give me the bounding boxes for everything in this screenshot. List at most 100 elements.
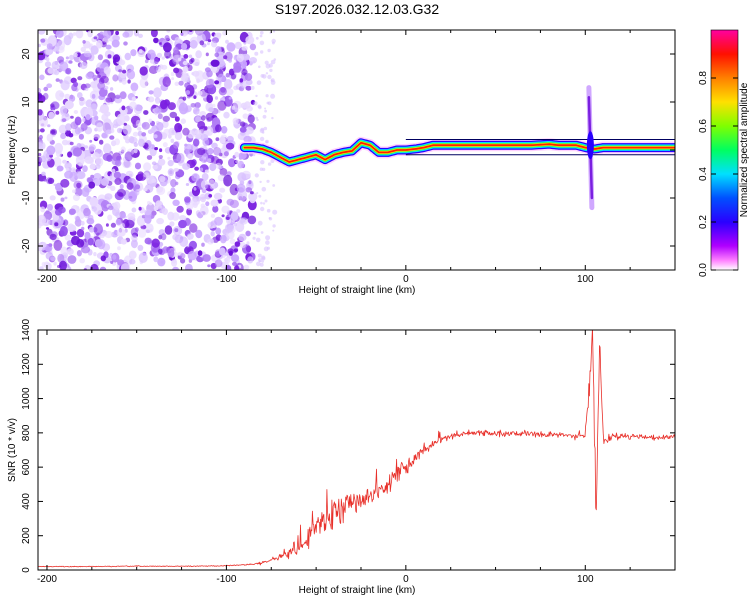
spectrogram-noise-blob (172, 199, 180, 206)
spectrogram-noise-blob (260, 231, 264, 234)
spectrogram-noise-blob (127, 212, 136, 221)
spectrogram-noise-blob (115, 159, 122, 167)
spectrogram-noise-blob (210, 213, 215, 218)
spectrogram-noise-blob (44, 47, 53, 56)
spectrogram-noise-blob (100, 200, 110, 212)
spectrogram-noise-blob (268, 217, 271, 220)
spectrogram-noise-blob (118, 59, 126, 66)
spectrogram-noise-blob (144, 209, 152, 216)
snr-y-tick-label: 800 (21, 424, 32, 441)
spectrogram-noise-blob (110, 185, 116, 191)
spectrogram-noise-blob (244, 126, 254, 135)
spectrogram-noise-blob (193, 138, 200, 147)
spectrogram-noise-blob (218, 247, 226, 256)
spectrogram-noise-blob (267, 162, 272, 166)
spectrogram-noise-blob (162, 142, 168, 148)
spectrogram-noise-blob (68, 60, 73, 64)
spectrogram-noise-blob (223, 151, 229, 157)
spectrogram-noise-blob (91, 206, 98, 212)
spectrogram-noise-blob (161, 56, 165, 60)
spectrogram-noise-blob (59, 260, 67, 270)
spectrogram-noise-blob (167, 134, 172, 139)
spectrogram-noise-blob (192, 202, 198, 208)
spectrogram-noise-blob (202, 137, 210, 147)
spectrogram-noise-blob (173, 46, 179, 55)
spectrogram-noise-blob (146, 155, 153, 160)
spectrogram-noise-blob (194, 30, 204, 36)
spectrogram-noise-blob (104, 230, 113, 239)
spectrogram-noise-blob (117, 246, 121, 251)
spectrogram-noise-blob (147, 49, 156, 60)
spectrogram-noise-blob (89, 43, 93, 47)
spectrogram-noise-blob (68, 32, 74, 40)
spectrogram-noise-blob (229, 183, 239, 196)
spectrogram-noise-blob (138, 252, 148, 263)
spectrogram-noise-blob (266, 179, 270, 183)
spectrogram-noise-blob (197, 147, 206, 156)
spectrogram-noise-blob (95, 164, 101, 169)
spectrogram-noise-blob (96, 74, 101, 78)
spectrogram-noise-blob (72, 189, 77, 193)
spectrogram-noise-blob (223, 258, 229, 262)
spectrogram-noise-blob (213, 192, 223, 200)
spectrogram-noise-blob (229, 238, 236, 245)
spectrogram-noise-blob (131, 207, 137, 213)
spectrogram-noise-blob (54, 222, 59, 227)
spectrogram-noise-blob (230, 211, 239, 221)
spectrogram-noise-blob (188, 54, 193, 59)
spectrogram-noise-blob (113, 123, 118, 129)
spectrogram-noise-blob (113, 201, 121, 210)
snr-y-tick-label: 1400 (21, 318, 32, 341)
spectrogram-noise-blob (84, 83, 91, 89)
spectrogram-noise-blob (38, 214, 47, 227)
spectrogram-noise-blob (264, 107, 267, 110)
spectrogram-noise-blob (224, 223, 233, 233)
spectrogram-noise-blob (265, 72, 269, 75)
spectrogram-noise-blob (143, 110, 149, 115)
spectrogram-noise-blob (46, 43, 53, 50)
spectrogram-noise-blob (235, 159, 240, 164)
spectrogram-y-label: Frequency (Hz) (7, 116, 18, 185)
snr-frame (37, 329, 676, 571)
spectrogram-noise-blob (116, 127, 123, 134)
spectrogram-noise-blob (82, 40, 86, 44)
spectrogram-noise-blob (199, 205, 209, 216)
spectrogram-noise-blob (154, 65, 159, 71)
spectrogram-noise-blob (169, 221, 175, 227)
spectrogram-noise-blob (160, 100, 168, 110)
spectrogram-noise-blob (201, 115, 206, 121)
spectrogram-noise-blob (89, 139, 93, 143)
spectrogram-noise-blob (207, 158, 212, 163)
spectrogram-noise-blob (231, 105, 236, 110)
spectrogram-x-axis: -200 -100 0 100 (37, 30, 676, 285)
spectrogram-noise-blob (185, 183, 190, 186)
spectrogram-noise-blob (46, 83, 53, 88)
spectrogram-noise-blob (267, 48, 271, 53)
spectrogram-noise-blob (112, 254, 117, 260)
spectrogram-noise-blob (107, 214, 113, 221)
spectrogram-y-tick-label: 10 (21, 96, 32, 108)
spectrogram-noise-blob (205, 78, 214, 89)
spectrogram-noise-blob (210, 230, 215, 237)
spectrogram-noise-blob (106, 154, 113, 162)
spectrogram-noise-blob (129, 195, 133, 199)
spectrogram-artifact-layer (586, 85, 595, 211)
spectrogram-noise-blob (84, 156, 94, 164)
spectrogram-noise-blob (207, 264, 211, 268)
spectrogram-noise-blob (62, 159, 67, 164)
spectrogram-noise-blob (264, 199, 268, 203)
spectrogram-noise-blob (122, 31, 130, 38)
spectrogram-noise-blob (105, 129, 112, 135)
spectrogram-noise-blob (225, 39, 229, 44)
spectrogram-noise-blob (93, 133, 100, 140)
spectrogram-noise-blob (262, 131, 265, 134)
spectrogram-noise-blob (161, 208, 168, 215)
spectrogram-noise-blob (90, 263, 99, 270)
spectrogram-noise-blob (60, 133, 66, 140)
spectrogram-noise-blob (223, 174, 233, 187)
spectrogram-noise-blob (116, 155, 122, 162)
spectrogram-noise-blob (267, 74, 272, 80)
spectrogram-noise-blob (260, 206, 265, 212)
spectrogram-noise-blob (258, 260, 261, 263)
spectrogram-noise-blob (65, 59, 69, 63)
